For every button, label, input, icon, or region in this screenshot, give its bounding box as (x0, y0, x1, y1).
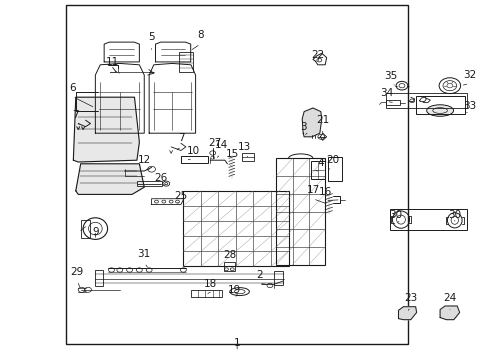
Text: 18: 18 (203, 279, 217, 289)
Text: 21: 21 (315, 115, 329, 125)
Polygon shape (398, 307, 416, 320)
Bar (276, 158, 325, 265)
Text: 34: 34 (379, 88, 392, 98)
Bar (190, 290, 222, 297)
Text: 12: 12 (137, 155, 151, 165)
Text: 1: 1 (233, 338, 240, 348)
Text: 23: 23 (403, 293, 417, 303)
Bar (81, 220, 90, 238)
Text: 10: 10 (186, 145, 199, 156)
Bar (389, 209, 466, 230)
Text: 15: 15 (225, 149, 239, 159)
Text: 16: 16 (318, 187, 331, 197)
Bar (179, 52, 193, 72)
Text: 6: 6 (69, 83, 76, 93)
Text: 20: 20 (325, 154, 338, 165)
Text: 30: 30 (447, 210, 460, 220)
Text: 5: 5 (148, 32, 155, 42)
Text: 7: 7 (72, 109, 79, 120)
Bar (137, 181, 162, 186)
Text: 7: 7 (178, 133, 185, 143)
Text: 28: 28 (223, 250, 236, 260)
Bar (95, 270, 102, 286)
Polygon shape (73, 97, 139, 162)
Polygon shape (76, 164, 144, 194)
Text: 31: 31 (137, 249, 151, 259)
Bar (183, 191, 288, 266)
Bar (181, 156, 207, 163)
Bar (386, 93, 466, 108)
Bar (327, 157, 342, 181)
Text: 17: 17 (305, 185, 319, 195)
Text: 24: 24 (442, 293, 456, 303)
Text: 8: 8 (197, 30, 203, 40)
Bar (224, 262, 234, 271)
Text: 19: 19 (227, 285, 241, 295)
Bar (310, 161, 325, 179)
Text: 4: 4 (316, 158, 323, 168)
Text: 30: 30 (389, 210, 402, 220)
Polygon shape (439, 306, 459, 320)
Bar (386, 100, 399, 105)
Text: 13: 13 (237, 142, 251, 152)
Ellipse shape (426, 105, 453, 116)
Polygon shape (302, 108, 321, 137)
Text: 3: 3 (299, 122, 306, 132)
Text: 22: 22 (310, 50, 324, 60)
Text: 33: 33 (462, 101, 475, 111)
Text: 11: 11 (105, 57, 119, 67)
Text: 29: 29 (70, 267, 84, 277)
Bar (273, 271, 282, 285)
Bar (242, 153, 254, 161)
Text: 25: 25 (174, 190, 187, 201)
Bar (66, 5, 407, 344)
Text: 26: 26 (154, 173, 168, 183)
Bar (415, 96, 464, 114)
Text: 32: 32 (462, 70, 475, 80)
Text: 35: 35 (384, 71, 397, 81)
Text: 2: 2 (255, 270, 262, 280)
Text: 14: 14 (214, 140, 227, 150)
Text: 27: 27 (208, 138, 222, 148)
Text: 9: 9 (92, 226, 99, 237)
